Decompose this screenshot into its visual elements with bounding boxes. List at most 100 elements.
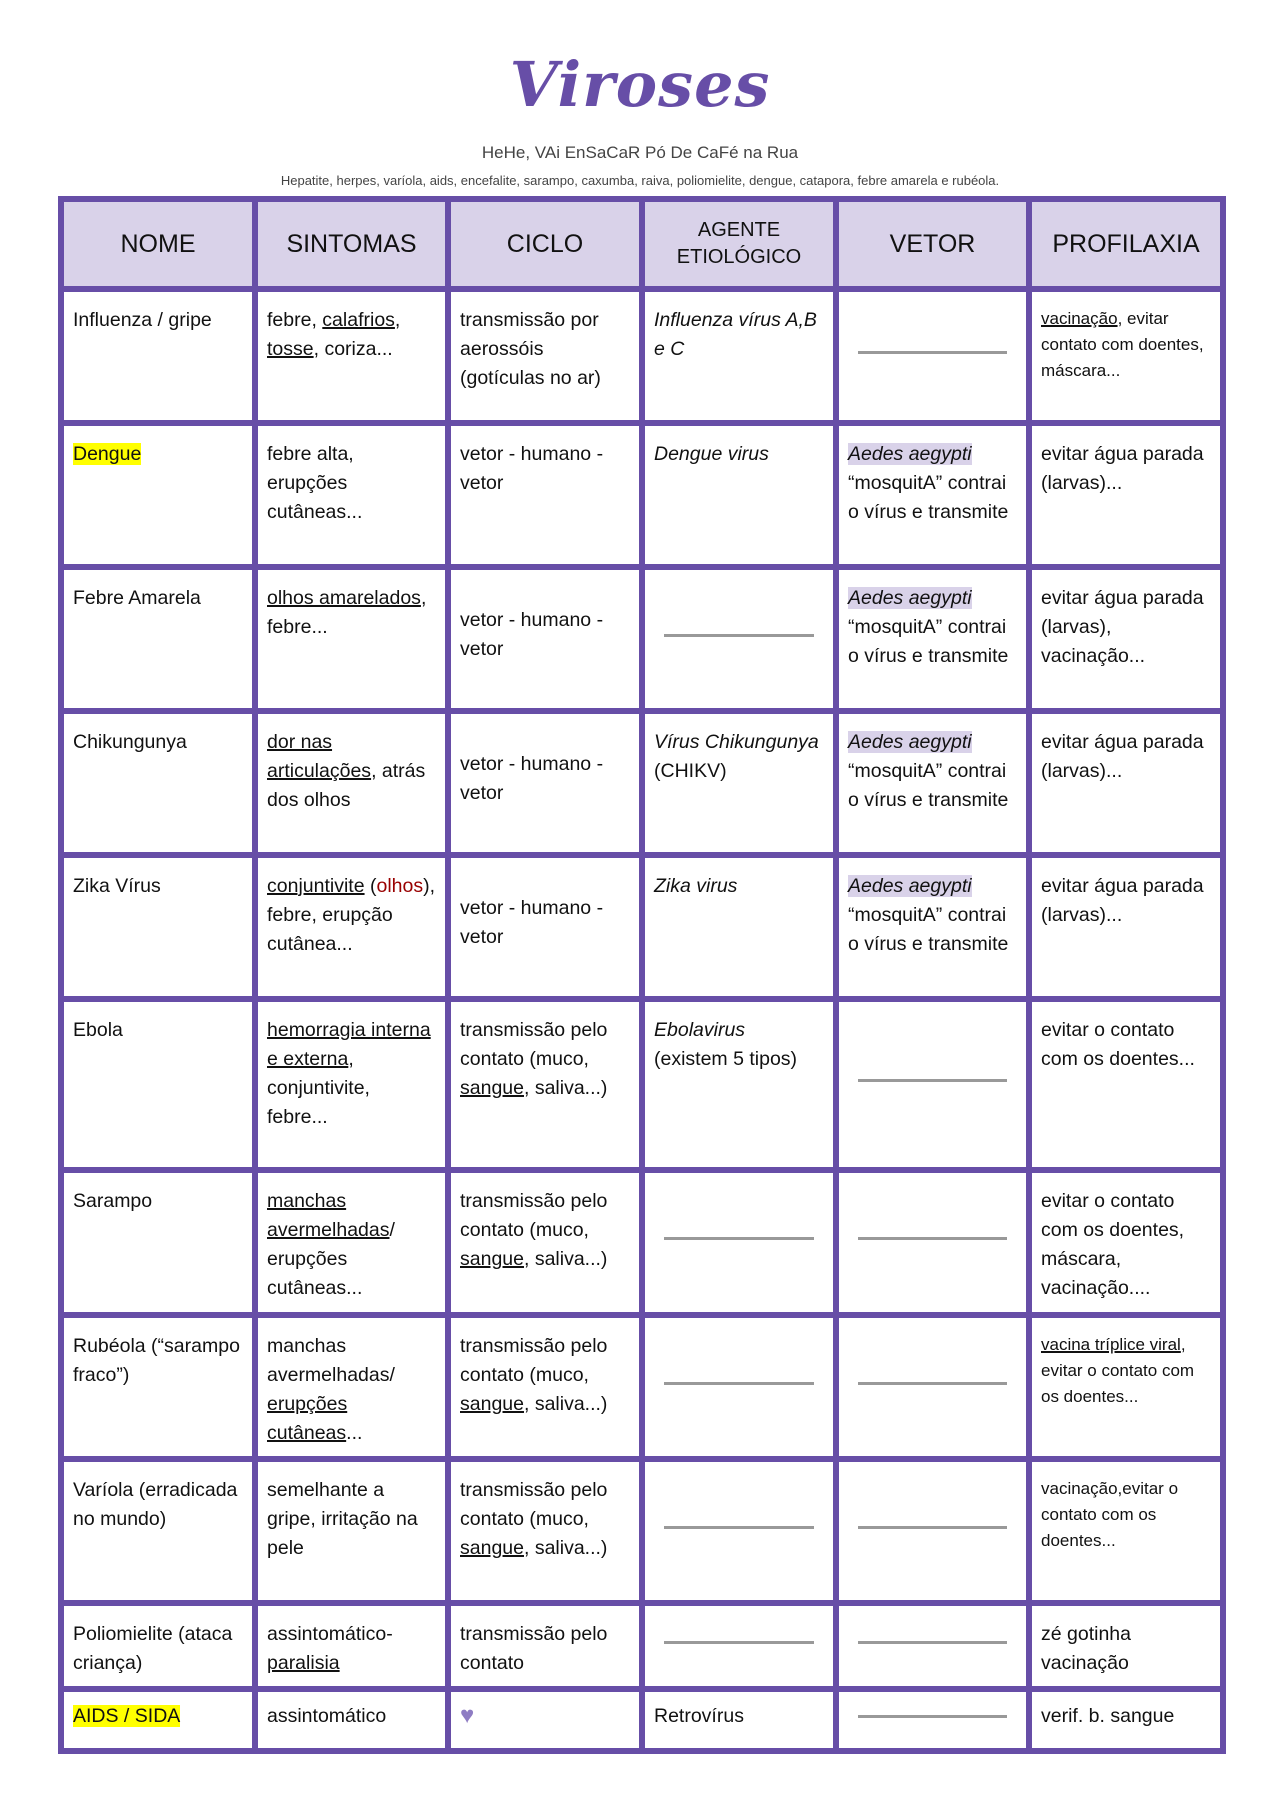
- blank-line: [858, 1079, 1007, 1082]
- cell-text: manchas avermelhadas/: [267, 1335, 395, 1386]
- cell-text: vacinação,evitar o contato com os doente…: [1041, 1479, 1179, 1550]
- blank-line: [664, 633, 814, 637]
- cell-sintomas: febre alta, erupções cutâneas...: [252, 420, 451, 570]
- blank-line: [664, 1525, 814, 1529]
- cell-text: sangue: [460, 1077, 524, 1099]
- cell-text: transmissão pelo contato (muco,: [460, 1479, 608, 1530]
- cell-sintomas: assintomático: [252, 1686, 451, 1754]
- cell-text: evitar água parada (larvas), vacinação..…: [1041, 587, 1204, 667]
- header-profilaxia: PROFILAXIA: [1026, 196, 1226, 292]
- cell-text: ,: [394, 309, 401, 331]
- cell-vetor: [833, 996, 1032, 1173]
- cell-text: , febre...: [267, 587, 427, 638]
- cell-text: semelhante a gripe, irritação na pele: [267, 1479, 418, 1559]
- cell-text: (existem 5 tipos): [654, 1048, 798, 1070]
- cell-sintomas: manchas avermelhadas/ erupções cutâneas.…: [252, 1312, 451, 1462]
- table-row: AIDS / SIDA assintomático ♥ Retrovírus verif…: [58, 1686, 1226, 1754]
- blank-line: [664, 1640, 814, 1644]
- cell-text: vacina tríplice viral: [1041, 1335, 1181, 1354]
- header-sintomas: SINTOMAS: [252, 196, 451, 292]
- cell-profilaxia: zé gotinha vacinação: [1026, 1600, 1226, 1692]
- cell-agente: Zika virus: [639, 852, 839, 1002]
- cell-ciclo: ♥: [445, 1686, 645, 1754]
- cell-ciclo: vetor - humano - vetor: [445, 564, 645, 714]
- cell-agente: [639, 1456, 839, 1606]
- cell-text: Sarampo: [73, 1190, 153, 1212]
- cell-text: Ebola: [73, 1019, 123, 1041]
- table-row: Influenza / gripe febre, calafrios, tosse…: [58, 286, 1226, 426]
- cell-text: assintomático-: [267, 1623, 393, 1645]
- cell-text: transmissão por aerossóis (gotículas no …: [460, 309, 601, 389]
- cell-sintomas: assintomático-paralisia: [252, 1600, 451, 1692]
- cell-text: vacinação: [1041, 309, 1118, 328]
- cell-nome: Zika Vírus: [58, 852, 258, 1002]
- cell-profilaxia: evitar o contato com os doentes, máscara…: [1026, 1167, 1226, 1318]
- cell-agente: Dengue virus: [639, 420, 839, 570]
- cell-profilaxia: evitar o contato com os doentes...: [1026, 996, 1226, 1173]
- cell-text: , saliva...): [523, 1537, 608, 1559]
- table-row: Rubéola (“sarampo fraco”) manchas avermel…: [58, 1312, 1226, 1462]
- cell-vetor: [833, 286, 1032, 426]
- cell-ciclo: transmissão pelo contato (muco, sangue, …: [445, 1167, 645, 1318]
- cell-text: manchas avermelhadas: [267, 1190, 390, 1241]
- cell-agente: Ebolavirus (existem 5 tipos): [639, 996, 839, 1173]
- cell-text: evitar água parada (larvas)...: [1041, 875, 1204, 926]
- cell-sintomas: semelhante a gripe, irritação na pele: [252, 1456, 451, 1606]
- cell-text: Dengue virus: [654, 443, 769, 465]
- cell-text: olhos: [376, 875, 424, 897]
- blank-line: [858, 1525, 1007, 1529]
- cell-text: transmissão pelo contato (muco,: [460, 1019, 608, 1070]
- cell-text: Chikungunya: [73, 731, 187, 753]
- cell-text: Ebolavirus: [654, 1019, 746, 1041]
- cell-text: Influenza / gripe: [73, 309, 212, 331]
- cell-text: Dengue: [73, 443, 142, 465]
- cell-ciclo: transmissão pelo contato (muco, sangue, …: [445, 1456, 645, 1606]
- cell-text: evitar o contato com os doentes, máscara…: [1041, 1190, 1185, 1299]
- cell-ciclo: vetor - humano - vetor: [445, 852, 645, 1002]
- cell-text: (: [364, 875, 377, 897]
- cell-text: evitar água parada (larvas)...: [1041, 443, 1204, 494]
- cell-agente: [639, 564, 839, 714]
- cell-text: (CHIKV): [654, 760, 727, 782]
- blank-line: [664, 1237, 814, 1240]
- cell-text: “mosquitA” contrai o vírus e transmite: [848, 760, 1009, 811]
- cell-text: , conjuntivite, febre...: [267, 1048, 370, 1128]
- cell-text: Febre Amarela: [73, 587, 201, 609]
- cell-text: assintomático: [267, 1704, 387, 1727]
- cell-text: transmissão pelo contato (muco,: [460, 1190, 608, 1241]
- cell-text: Poliomielite (ataca criança): [73, 1623, 233, 1674]
- cell-text: “mosquitA” contrai o vírus e transmite: [848, 616, 1009, 667]
- cell-text: sangue: [460, 1248, 524, 1270]
- cell-profilaxia: evitar água parada (larvas)...: [1026, 852, 1226, 1002]
- cell-vetor: Aedes aegypti “mosquitA” contrai o vírus…: [833, 852, 1032, 1002]
- cell-text: calafrios: [322, 309, 395, 331]
- blank-line: [858, 1640, 1007, 1644]
- header-ciclo: CICLO: [445, 196, 645, 292]
- page-title: Viroses: [509, 48, 771, 121]
- cell-vetor: Aedes aegypti “mosquitA” contrai o vírus…: [833, 564, 1032, 714]
- cell-text: , coriza...: [313, 338, 393, 360]
- cell-text: Retrovírus: [654, 1704, 744, 1727]
- cell-text: Vírus Chikungunya: [654, 731, 819, 753]
- cell-vetor: Aedes aegypti “mosquitA” contrai o vírus…: [833, 420, 1032, 570]
- cell-text: evitar água parada (larvas)...: [1041, 731, 1204, 782]
- header-vetor: VETOR: [833, 196, 1032, 292]
- cell-profilaxia: vacinação, evitar contato com doentes, m…: [1026, 286, 1226, 426]
- cell-text: vetor - humano - vetor: [460, 443, 604, 494]
- cell-agente: Retrovírus: [639, 1686, 839, 1754]
- cell-ciclo: transmissão pelo contato (muco, sangue, …: [445, 996, 645, 1173]
- cell-text: Zika virus: [654, 875, 738, 897]
- cell-text: Influenza vírus A,B e C: [654, 309, 817, 360]
- blank-line: [664, 1381, 814, 1385]
- cell-profilaxia: evitar água parada (larvas)...: [1026, 708, 1226, 858]
- table-row: Sarampo manchas avermelhadas/ erupções cu…: [58, 1167, 1226, 1318]
- cell-text: , evitar o contato com os doentes...: [1041, 1335, 1195, 1406]
- cell-sintomas: olhos amarelados, febre...: [252, 564, 451, 714]
- cell-text: verif. b. sangue: [1041, 1704, 1175, 1727]
- cell-profilaxia: vacina tríplice viral, evitar o contato …: [1026, 1312, 1226, 1462]
- cell-text: vetor - humano - vetor: [460, 609, 604, 660]
- cell-nome: Dengue: [58, 420, 258, 570]
- cell-text: AIDS / SIDA: [73, 1704, 181, 1727]
- table-row: Poliomielite (ataca criança) assintomátic…: [58, 1600, 1226, 1692]
- cell-profilaxia: verif. b. sangue: [1026, 1686, 1226, 1754]
